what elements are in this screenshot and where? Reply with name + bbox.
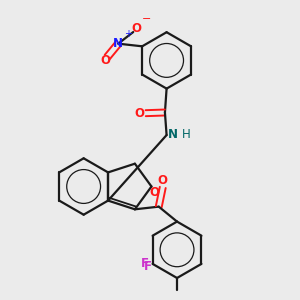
Text: F: F xyxy=(141,257,149,270)
Text: O: O xyxy=(149,186,159,199)
Text: −: − xyxy=(142,14,151,24)
Text: N: N xyxy=(113,37,123,50)
Text: N: N xyxy=(168,128,178,141)
Text: O: O xyxy=(131,22,142,35)
Text: H: H xyxy=(182,128,190,141)
Text: +: + xyxy=(124,29,132,39)
Text: F: F xyxy=(144,260,152,273)
Text: O: O xyxy=(101,54,111,68)
Text: O: O xyxy=(134,107,144,120)
Text: O: O xyxy=(158,174,168,187)
